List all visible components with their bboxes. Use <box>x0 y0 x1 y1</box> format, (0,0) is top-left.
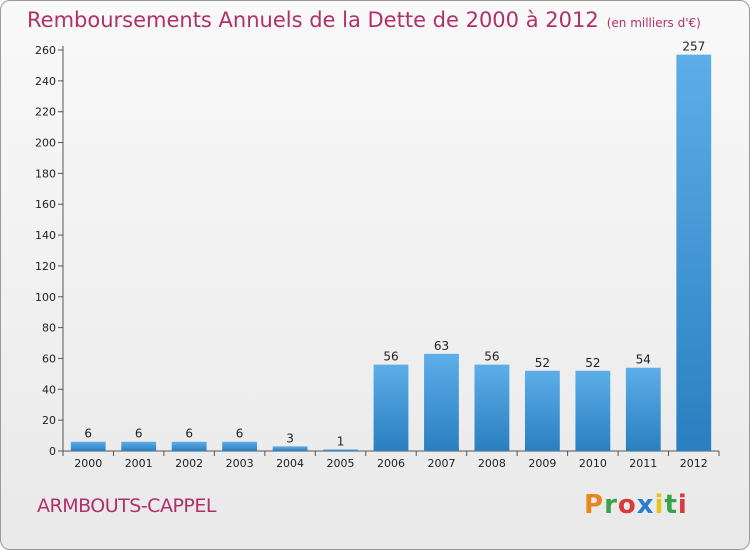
data-label-2006: 56 <box>383 350 398 364</box>
data-label-2005: 1 <box>337 434 345 448</box>
x-tick-label: 2009 <box>528 457 556 470</box>
data-label-2011: 54 <box>636 353 651 367</box>
chart-title-text: Remboursements Annuels de la Dette de 20… <box>27 8 599 32</box>
bar-2005 <box>323 449 358 451</box>
x-tick-label: 2000 <box>74 457 102 470</box>
y-axis: 0 20 40 60 80 100 120 140 160 180 200 220 240 260 <box>35 44 64 458</box>
data-label-2001: 6 <box>135 427 143 441</box>
place-name: ARMBOUTS-CAPPEL <box>37 495 216 517</box>
x-tick-label: 2001 <box>125 457 153 470</box>
y-tick-label: 60 <box>42 352 56 365</box>
y-tick-label: 80 <box>42 322 56 335</box>
chart-unit: (en milliers d'€) <box>606 16 701 30</box>
bar-2009 <box>524 370 560 451</box>
data-label-2010: 52 <box>585 356 600 370</box>
data-label-2000: 6 <box>84 427 92 441</box>
bar-2006 <box>373 364 409 451</box>
x-tick-label: 2002 <box>175 457 203 470</box>
y-tick-label: 20 <box>42 414 56 427</box>
bar-2012 <box>676 54 712 451</box>
x-tick-label: 2007 <box>427 457 455 470</box>
y-tick-label: 260 <box>35 44 56 57</box>
bar-2000 <box>70 441 106 451</box>
logo-letter: i <box>677 490 688 520</box>
data-label-2012: 257 <box>682 40 705 54</box>
y-tick-label: 120 <box>35 260 56 273</box>
logo-letter: t <box>664 490 678 520</box>
y-tick-label: 40 <box>42 383 56 396</box>
bar-2007 <box>424 353 459 451</box>
logo-letter: x <box>636 490 655 520</box>
y-tick-label: 240 <box>35 75 56 88</box>
bar-2003 <box>222 441 258 451</box>
data-label-2007: 63 <box>434 339 449 353</box>
y-tick-label: 200 <box>35 137 56 150</box>
x-tick-label: 2011 <box>629 457 657 470</box>
logo-letter: r <box>604 490 618 520</box>
y-tick-label: 160 <box>35 198 56 211</box>
y-tick-label: 180 <box>35 167 56 180</box>
bar-2011 <box>625 367 661 451</box>
x-tick-label: 2005 <box>327 457 355 470</box>
bar-2010 <box>575 370 611 451</box>
bars <box>70 54 712 451</box>
bar-2008 <box>474 364 510 451</box>
x-axis: 2000 2001 2002 2003 2004 2005 2006 2007 2008 2009… <box>62 450 720 470</box>
y-tick-label: 0 <box>49 445 56 458</box>
logo-letter: i <box>654 490 665 520</box>
bar-2002 <box>171 441 207 451</box>
x-tick-label: 2010 <box>579 457 607 470</box>
y-tick-label: 220 <box>35 106 56 119</box>
chart-title: Remboursements Annuels de la Dette de 20… <box>27 8 701 32</box>
bar-2004 <box>272 446 308 451</box>
x-tick-label: 2004 <box>276 457 304 470</box>
data-label-2008: 56 <box>484 350 499 364</box>
logo-letter: P <box>584 490 605 520</box>
data-label-2009: 52 <box>535 356 550 370</box>
logo-letter: o <box>617 490 637 520</box>
y-tick-label: 100 <box>35 291 56 304</box>
proxiti-logo[interactable]: Proxiti <box>584 490 688 520</box>
data-label-2002: 6 <box>185 427 193 441</box>
bar-2001 <box>121 441 157 451</box>
x-tick-label: 2008 <box>478 457 506 470</box>
x-tick-label: 2012 <box>680 457 708 470</box>
data-label-2004: 3 <box>286 431 294 445</box>
x-tick-label: 2003 <box>226 457 254 470</box>
x-tick-label: 2006 <box>377 457 405 470</box>
data-label-2003: 6 <box>236 427 244 441</box>
y-tick-label: 140 <box>35 229 56 242</box>
